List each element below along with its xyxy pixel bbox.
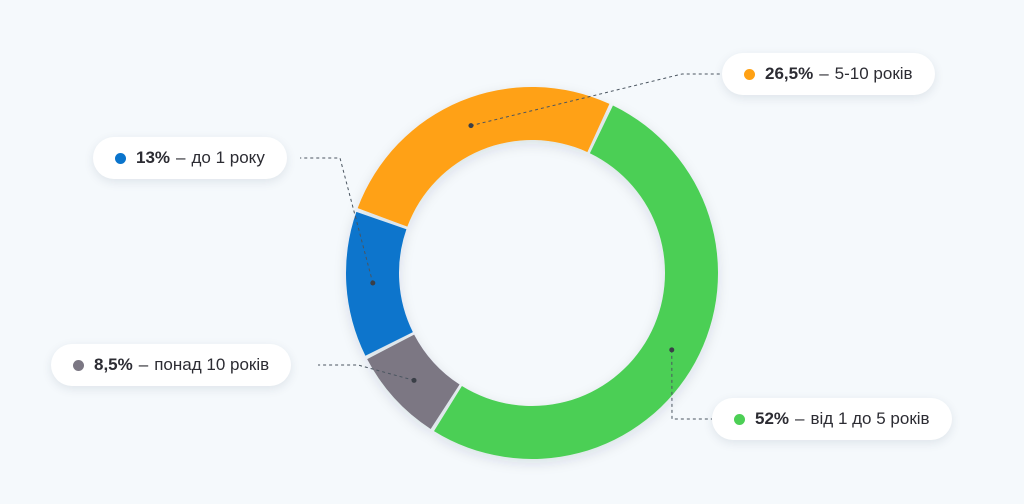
leader-dot-over-10-years: [411, 377, 417, 383]
slice-label-1-5-years: 52% – від 1 до 5 років: [712, 398, 952, 440]
slice-value: 52%: [755, 409, 790, 428]
legend-dot: [115, 152, 126, 164]
slice-category: понад 10 років: [154, 355, 270, 374]
donut-slice-1-5-years: [433, 105, 719, 460]
slice-value: 26,5%: [765, 64, 814, 83]
slice-label-5-10-years: 26,5% – 5-10 років: [722, 53, 935, 95]
leader-dot-1-5-years: [669, 347, 675, 353]
legend-dot: [744, 68, 755, 80]
slice-label-under-1-year: 13% – до 1 року: [93, 137, 287, 179]
leader-line-5-10-years: [470, 73, 722, 127]
leader-dot-5-10-years: [468, 123, 474, 129]
slice-category: до 1 року: [191, 148, 265, 167]
slice-value: 13%: [136, 148, 171, 167]
legend-dot: [734, 413, 745, 425]
legend-dot: [73, 359, 84, 371]
separator: –: [795, 409, 805, 428]
donut-slice-5-10-years: [357, 86, 610, 227]
donut-slice-under-1-year: [346, 211, 413, 356]
slice-label-over-10-years: 8,5% – понад 10 років: [51, 344, 292, 386]
slice-value: 8,5%: [94, 355, 133, 374]
slice-category: від 1 до 5 років: [810, 409, 930, 428]
leader-line-over-10-years: [318, 364, 415, 381]
separator: –: [138, 355, 149, 374]
leader-dot-under-1-year: [370, 280, 376, 286]
separator: –: [819, 64, 829, 83]
slice-category: 5-10 років: [834, 64, 913, 83]
leader-line-under-1-year: [300, 157, 374, 284]
separator: –: [176, 148, 186, 167]
